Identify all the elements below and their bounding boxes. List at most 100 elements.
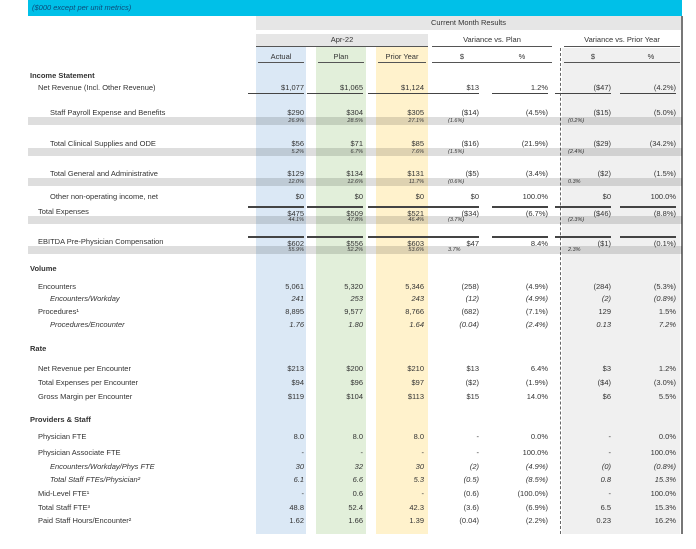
section-heading: Providers & Staff	[0, 414, 696, 425]
row-label: EBITDA Pre-Physician Compensation	[38, 237, 164, 246]
cell-value: 3.7%	[448, 247, 461, 253]
cell-value: $210	[407, 364, 424, 373]
cell-value: (2.3%)	[568, 217, 585, 223]
variance-prior-year-header: Variance vs. Prior Year	[564, 34, 680, 47]
cell-value: 46.4%	[408, 217, 424, 223]
table-row: Total Clinical Supplies and ODE $56 $71 $85…	[0, 138, 696, 149]
cell-value: -	[301, 489, 305, 498]
cell-value: ($1)	[555, 236, 611, 249]
table-row: Total Expenses per Encounter $94 $96 $97 ($2…	[0, 377, 696, 388]
cell-value: 30	[415, 462, 424, 471]
cell-value: $475	[248, 206, 304, 219]
cell-value: $305	[407, 108, 424, 117]
table-row: Gross Margin per Encounter $119 $104 $113 $1…	[0, 391, 696, 402]
row-label: Net Revenue per Encounter	[38, 364, 131, 373]
divider	[560, 48, 561, 534]
cell-value: $1,124	[368, 82, 424, 94]
row-label: Total Staff FTEs/Physician²	[50, 475, 141, 484]
cell-value: (0.8%)	[653, 294, 676, 303]
cell-value: (1.9%)	[525, 378, 548, 387]
cell-value: (0)	[601, 462, 611, 471]
cell-value: 47.8%	[347, 217, 363, 223]
cell-value: $602	[248, 236, 304, 249]
cell-value: $56	[291, 139, 304, 148]
cell-value: ($4)	[597, 378, 611, 387]
cell-value: (0.1%)	[620, 236, 676, 249]
cell-value: ($46)	[555, 206, 611, 219]
table-row: Mid-Level FTE¹ - 0.6 - (0.6) (100.0%) - 100.0%	[0, 488, 696, 499]
table-row: Encounters/Workday 241 253 243 (12) (4.9%) (2)…	[0, 293, 696, 304]
cell-value: (2)	[469, 462, 479, 471]
cell-value: $94	[291, 378, 304, 387]
cell-value: 5,346	[405, 282, 424, 291]
col-var-py-dollar: $	[564, 51, 622, 63]
percent-of-revenue-row: 5.2% 6.7% 7.6% (1.5%) (2.4%)	[0, 148, 696, 156]
col-var-py-pct: %	[622, 51, 680, 63]
percent-row-shading	[28, 148, 682, 156]
row-label: Rate	[30, 344, 47, 353]
cell-value: 53.6%	[408, 247, 424, 253]
row-label: Staff Payroll Expense and Benefits	[50, 108, 166, 117]
cell-value: $85	[411, 139, 424, 148]
cell-value: -	[421, 489, 425, 498]
cell-value: 0.0%	[530, 432, 548, 441]
cell-value: $1,077	[248, 82, 304, 94]
cell-value: 48.8	[289, 503, 304, 512]
cell-value: (7.1%)	[525, 307, 548, 316]
cell-value: 15.3%	[654, 475, 676, 484]
cell-value: (4.9%)	[525, 282, 548, 291]
cell-value: (3.4%)	[525, 169, 548, 178]
cell-value: 8.0	[352, 432, 363, 441]
cell-value: 14.0%	[526, 392, 548, 401]
cell-value: 100.0%	[650, 489, 676, 498]
row-label: Total Expenses	[38, 207, 89, 216]
cell-value: ($47)	[555, 82, 611, 94]
cell-value: $119	[287, 392, 304, 401]
col-var-plan-dollar: $	[432, 51, 492, 63]
row-label: Physician Associate FTE	[38, 448, 121, 457]
row-label: Net Revenue (Incl. Other Revenue)	[38, 83, 156, 92]
cell-value: $1,065	[307, 82, 363, 94]
prior-year-column-bg	[376, 38, 428, 534]
percent-row-shading	[28, 178, 682, 186]
table-row: Staff Payroll Expense and Benefits $290 $3…	[0, 107, 696, 118]
cell-value: 5,061	[285, 282, 304, 291]
cell-value: 8.0	[413, 432, 424, 441]
cell-value: $0	[415, 192, 424, 201]
row-label: Providers & Staff	[30, 415, 91, 424]
cell-value: (0.04)	[459, 516, 479, 525]
cell-value: 0.23	[596, 516, 611, 525]
table-row: Total General and Administrative $129 $134…	[0, 168, 696, 179]
section-header: Current Month Results	[256, 16, 681, 30]
cell-value: 44.1%	[288, 217, 304, 223]
cell-value: (5.3%)	[653, 282, 676, 291]
table-row: Total Staff FTEs/Physician² 6.1 6.6 5.3 (0.5…	[0, 474, 696, 485]
cell-value: (2.2%)	[525, 516, 548, 525]
table-row: Encounters/Workday/Phys FTE 30 32 30 (2) (4.9…	[0, 461, 696, 472]
cell-value: -	[421, 448, 425, 457]
cell-value: ($34)	[423, 206, 479, 219]
cell-value: $97	[411, 378, 424, 387]
row-label: Procedures/Encounter	[50, 320, 125, 329]
cell-value: 8,895	[285, 307, 304, 316]
cell-value: (4.5%)	[525, 108, 548, 117]
cell-value: (8.8%)	[620, 206, 676, 219]
cell-value: $13	[423, 82, 479, 94]
variance-plan-header: Variance vs. Plan	[432, 34, 552, 47]
cell-value: 28.5%	[347, 118, 363, 124]
cell-value: 1.64	[409, 320, 424, 329]
cell-value: $0	[295, 192, 304, 201]
cell-value: $134	[346, 169, 363, 178]
cell-value: 9,577	[344, 307, 363, 316]
table-row: Other non-operating income, net $0 $0 $0 $0 1…	[0, 191, 696, 202]
cell-value: 1.5%	[658, 307, 676, 316]
percent-row-shading	[28, 246, 682, 254]
cell-value: $290	[287, 108, 304, 117]
row-label: Total Clinical Supplies and ODE	[50, 139, 156, 148]
cell-value: ($5)	[465, 169, 479, 178]
cell-value: 8.4%	[492, 236, 548, 249]
cell-value: 5.3	[413, 475, 424, 484]
cell-value: (2.4%)	[525, 320, 548, 329]
cell-value: 100.0%	[522, 448, 548, 457]
cell-value: -	[301, 448, 305, 457]
